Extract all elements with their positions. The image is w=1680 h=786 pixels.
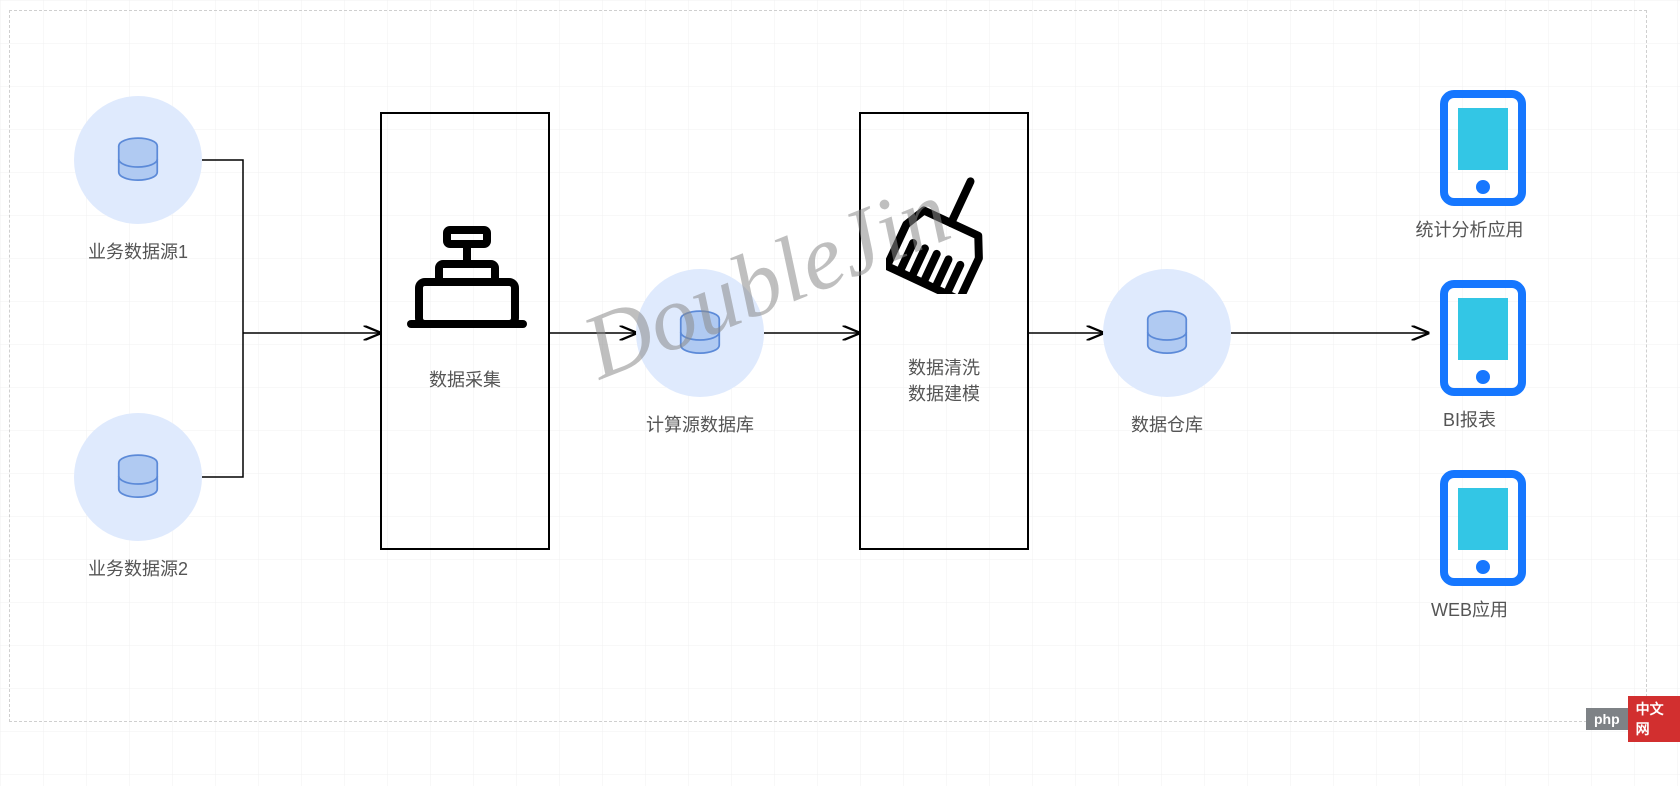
- tablet-icon: [1440, 470, 1526, 586]
- app-bi-node: BI报表: [1440, 280, 1526, 432]
- warehouse-label: 数据仓库: [1131, 411, 1203, 437]
- process-collect-label: 数据采集: [382, 366, 548, 392]
- toolbox-icon: [407, 220, 527, 340]
- database-icon: [74, 96, 202, 224]
- app-stats-label: 统计分析应用: [1400, 216, 1540, 242]
- process-collect-box: 数据采集: [380, 112, 550, 550]
- process-clean-label: 数据清洗 数据建模: [861, 354, 1027, 406]
- source1-label: 业务数据源1: [88, 238, 188, 264]
- site-badge-php: php: [1586, 708, 1628, 730]
- process-clean-box: 数据清洗 数据建模: [859, 112, 1029, 550]
- calc-db-node: 计算源数据库: [636, 269, 764, 437]
- calc-db-label: 计算源数据库: [646, 411, 754, 437]
- database-icon: [74, 413, 202, 541]
- site-badge: php 中文网: [1586, 696, 1680, 742]
- tablet-icon: [1440, 90, 1526, 206]
- diagram-canvas: 业务数据源1 业务数据源2 数据采集 计算源数据库: [0, 0, 1680, 786]
- source2-node: 业务数据源2: [74, 413, 202, 581]
- warehouse-node: 数据仓库: [1103, 269, 1231, 437]
- app-stats-node: 统计分析应用: [1440, 90, 1526, 242]
- app-bi-label: BI报表: [1400, 406, 1540, 432]
- site-badge-cn: 中文网: [1628, 696, 1680, 742]
- app-web-node: WEB应用: [1440, 470, 1526, 622]
- source1-node: 业务数据源1: [74, 96, 202, 264]
- app-web-label: WEB应用: [1400, 596, 1540, 622]
- database-icon: [1103, 269, 1231, 397]
- broom-icon: [886, 174, 1006, 294]
- tablet-icon: [1440, 280, 1526, 396]
- source2-label: 业务数据源2: [88, 555, 188, 581]
- database-icon: [636, 269, 764, 397]
